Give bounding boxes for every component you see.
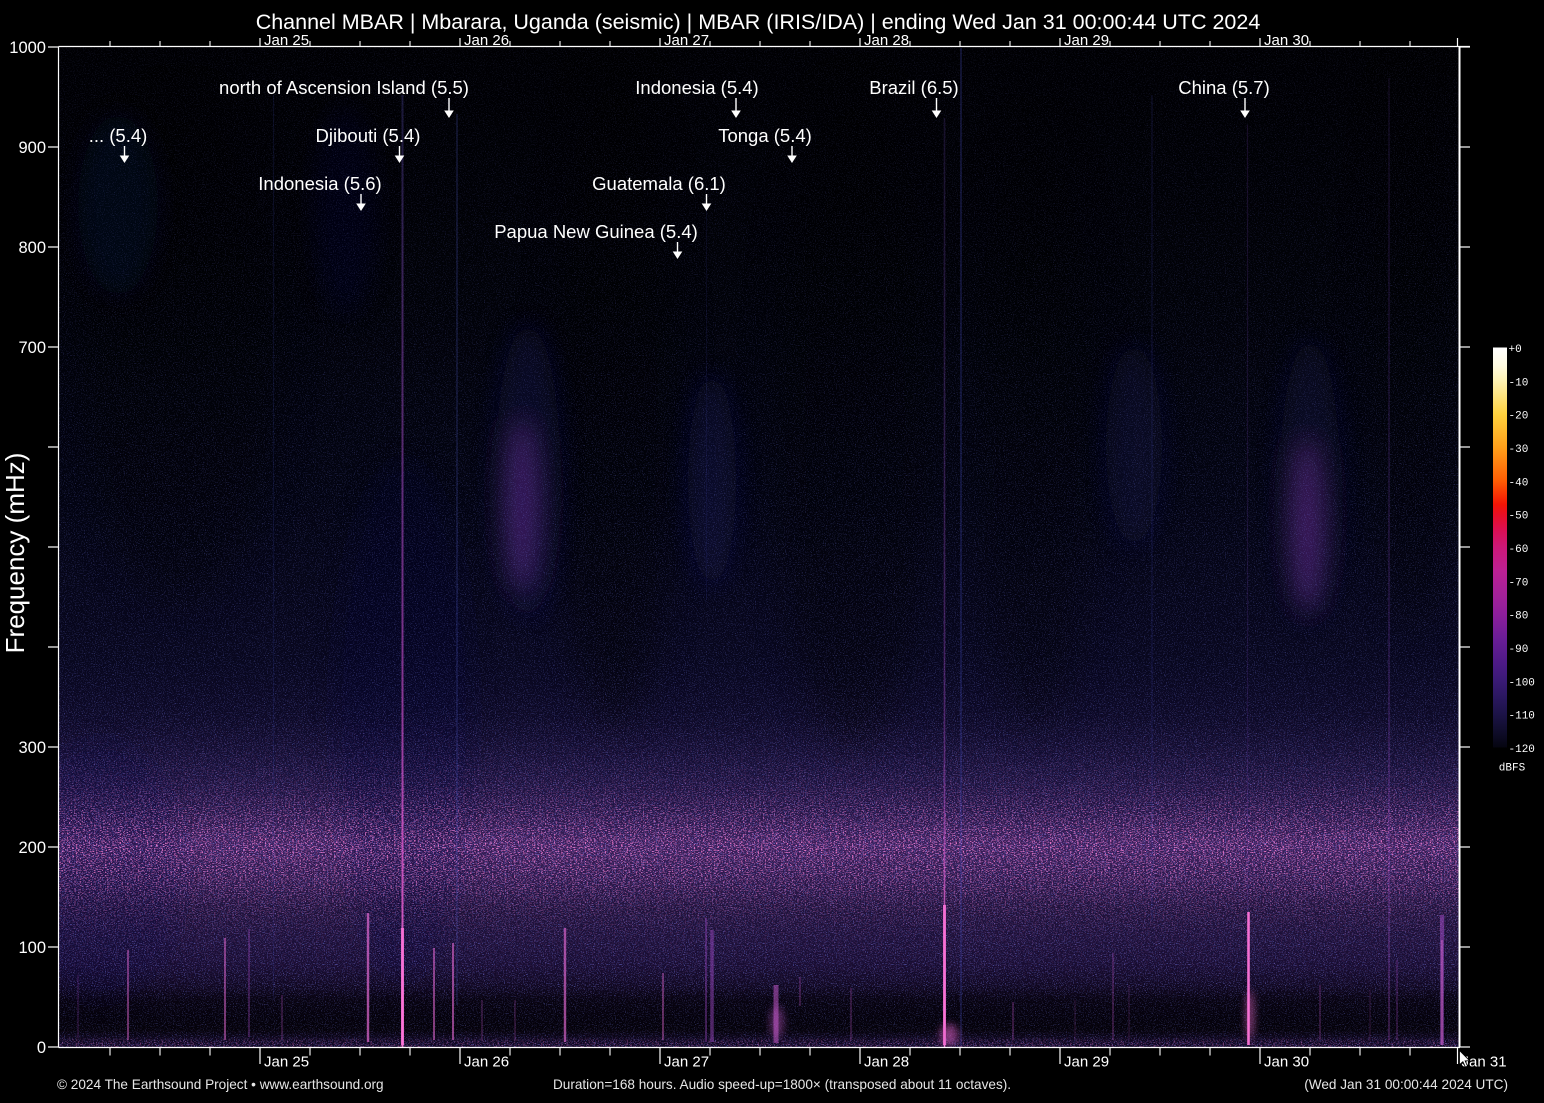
- colorbar-tick-label: -70: [1509, 577, 1529, 589]
- y-tick-label: 800: [18, 239, 46, 257]
- event-annotations: ... (5.4) north of Ascension Island (5.5)…: [89, 77, 1270, 259]
- event-annotation: Djibouti (5.4): [316, 125, 421, 163]
- x-tick-label-top: Jan 26: [464, 32, 509, 49]
- x-tick-label-bottom: Jan 29: [1064, 1054, 1109, 1071]
- x-axis-ticks-top: Jan 25 Jan 26 Jan 27 Jan 28 Jan 29 Jan 30: [109, 32, 1459, 49]
- footer-duration: Duration=168 hours. Audio speed-up=1800×…: [553, 1077, 1011, 1092]
- colorbar-tick-label: -40: [1509, 477, 1529, 489]
- noise-magenta: [59, 47, 1460, 1047]
- event-annotation-arrow-head: [701, 203, 712, 211]
- x-axis-ticks-bottom: Jan 25 Jan 26 Jan 27 Jan 28 Jan 29 Jan 30 Jan …: [109, 1047, 1507, 1071]
- bottom-blob: [770, 1006, 784, 1038]
- event-annotation-arrow-head: [444, 110, 454, 118]
- footer-timestamp: (Wed Jan 31 00:00:44 2024 UTC): [1304, 1077, 1508, 1092]
- x-tick-label-top: Jan 29: [1064, 32, 1109, 49]
- event-annotation-label: ... (5.4): [89, 125, 148, 146]
- colorbar-tick-label: -60: [1509, 544, 1529, 556]
- y-tick-label: 1000: [9, 39, 46, 57]
- event-annotation: Tonga (5.4): [718, 125, 812, 163]
- y-tick-label: 100: [18, 939, 46, 957]
- x-tick-label-bottom: Jan 27: [664, 1054, 709, 1071]
- event-annotation: Indonesia (5.6): [258, 173, 382, 211]
- x-tick-label-top: Jan 25: [264, 32, 309, 49]
- event-annotation: Guatemala (6.1): [592, 173, 726, 211]
- colorbar-tick-label: -80: [1509, 611, 1529, 623]
- event-annotation: Indonesia (5.4): [635, 77, 759, 118]
- event-annotation-arrow-head: [1240, 110, 1250, 118]
- event-annotation: China (5.7): [1178, 77, 1270, 118]
- mouse-cursor: [1459, 1049, 1471, 1068]
- event-annotation-label: Papua New Guinea (5.4): [494, 221, 698, 242]
- colorbar-tick-label: +0: [1509, 344, 1522, 356]
- colorbar-tick-label: -90: [1509, 644, 1529, 656]
- y-tick-label: 300: [18, 739, 46, 757]
- colorbar-tick-label: -50: [1509, 511, 1529, 523]
- colorbar-tick-label: -30: [1509, 444, 1529, 456]
- event-annotation-arrow-head: [394, 155, 405, 163]
- y-tick-label: 200: [18, 839, 46, 857]
- event-annotation-label: north of Ascension Island (5.5): [219, 77, 469, 98]
- bottom-blob: [1246, 990, 1254, 1040]
- event-annotation: north of Ascension Island (5.5): [219, 77, 469, 118]
- y-tick-label: 0: [37, 1039, 46, 1057]
- colorbar-tick-label: -110: [1509, 711, 1535, 723]
- x-tick-label-top: Jan 27: [664, 32, 709, 49]
- event-annotation-arrow-head: [787, 155, 797, 163]
- y-tick-label: 700: [18, 339, 46, 357]
- colorbar-tick-label: -10: [1509, 377, 1529, 389]
- colorbar-labels: +0 -10 -20 -30 -40 -50 -60 -70 -80 -90 -100 -110 -12…: [1509, 344, 1535, 756]
- bottom-blobs: [770, 990, 1254, 1046]
- event-annotation: Papua New Guinea (5.4): [494, 221, 698, 259]
- x-tick-label-top: Jan 28: [864, 32, 909, 49]
- event-annotation-arrow-head: [672, 251, 683, 259]
- x-tick-label-top: Jan 30: [1264, 32, 1309, 49]
- chart-title: Channel MBAR | Mbarara, Uganda (seismic)…: [256, 10, 1261, 34]
- x-tick-label-bottom: Jan 31: [1462, 1054, 1507, 1071]
- event-annotation: ... (5.4): [89, 125, 148, 163]
- colorbar-gradient: [1493, 347, 1507, 748]
- x-tick-label-bottom: Jan 30: [1264, 1054, 1309, 1071]
- y-axis-ticks-right: [1459, 46, 1470, 1048]
- x-tick-label-bottom: Jan 25: [264, 1054, 309, 1071]
- colorbar: +0 -10 -20 -30 -40 -50 -60 -70 -80 -90 -100 -110 -12…: [1493, 344, 1535, 775]
- colorbar-tick-label: -20: [1509, 411, 1529, 423]
- event-annotation: Brazil (6.5): [869, 77, 959, 118]
- event-annotation-label: Djibouti (5.4): [316, 125, 421, 146]
- event-annotation-label: Guatemala (6.1): [592, 173, 726, 194]
- colorbar-tick-label: -100: [1509, 677, 1535, 689]
- event-annotation-arrow-head: [119, 155, 130, 163]
- x-tick-label-bottom: Jan 28: [864, 1054, 909, 1071]
- colorbar-title: dBFS: [1499, 763, 1526, 775]
- colorbar-tick-label: -120: [1509, 744, 1535, 756]
- y-tick-label: 900: [18, 139, 46, 157]
- event-lines: [272, 48, 1390, 1047]
- event-annotation-arrow-head: [731, 110, 741, 118]
- footer-copyright: © 2024 The Earthsound Project • www.eart…: [57, 1077, 384, 1092]
- bottom-blob: [940, 1024, 958, 1046]
- event-annotation-label: Indonesia (5.4): [635, 77, 758, 98]
- y-axis-label: Frequency (mHz): [0, 453, 30, 654]
- event-annotation-arrow-head: [931, 110, 942, 118]
- event-annotation-arrow-head: [356, 203, 366, 211]
- event-annotation-label: Indonesia (5.6): [258, 173, 381, 194]
- event-annotation-label: Brazil (6.5): [869, 77, 958, 98]
- spectrogram-plot-area: [59, 47, 1460, 1047]
- event-annotation-label: China (5.7): [1178, 77, 1270, 98]
- event-annotation-label: Tonga (5.4): [718, 125, 812, 146]
- x-tick-label-bottom: Jan 26: [464, 1054, 509, 1071]
